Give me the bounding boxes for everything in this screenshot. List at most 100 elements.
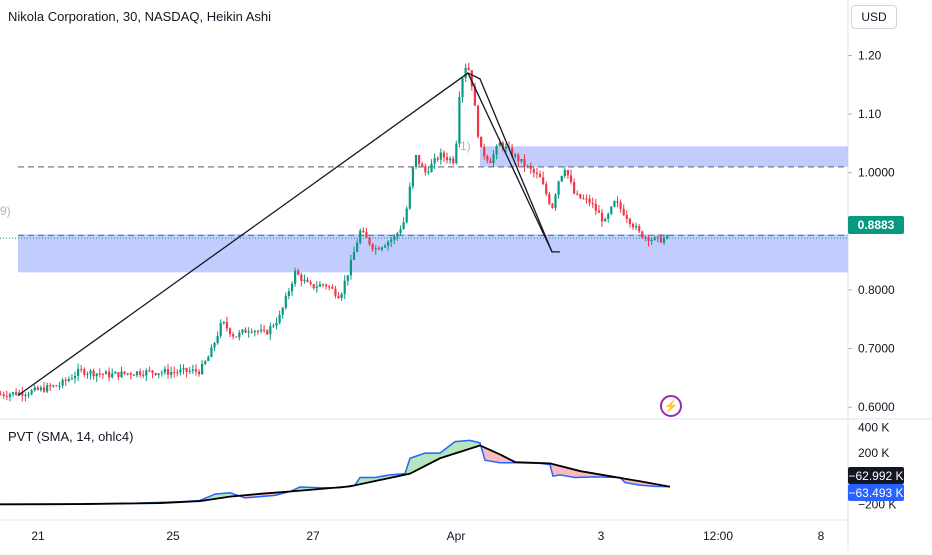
candle-body bbox=[616, 201, 618, 202]
candle-body bbox=[74, 376, 76, 378]
candle-body bbox=[381, 247, 383, 249]
pvt-fill bbox=[558, 465, 560, 475]
candle-body bbox=[257, 331, 259, 332]
candle-body bbox=[155, 373, 157, 375]
candle-body bbox=[148, 370, 150, 371]
candle-body bbox=[396, 233, 398, 236]
candle-body bbox=[43, 387, 45, 391]
candle-body bbox=[186, 368, 188, 372]
candle-body bbox=[480, 137, 482, 147]
candle-body bbox=[492, 154, 494, 163]
candle-body bbox=[210, 347, 212, 357]
pvt-fill bbox=[424, 453, 426, 466]
candle-body bbox=[641, 231, 643, 237]
candle-body bbox=[220, 323, 222, 336]
candle-body bbox=[241, 330, 243, 333]
candle-body bbox=[545, 184, 547, 194]
candle-body bbox=[638, 226, 640, 231]
candle-body bbox=[176, 372, 178, 373]
price-tick-label: 1.20 bbox=[858, 48, 882, 62]
candle-body bbox=[585, 198, 587, 199]
candle-body bbox=[589, 199, 591, 203]
pvt-fill bbox=[422, 453, 424, 467]
candle-body bbox=[353, 252, 355, 260]
candle-body bbox=[458, 97, 460, 144]
indicator-label[interactable]: PVT (SMA, 14, ohlc4) bbox=[8, 429, 133, 444]
pvt-fill bbox=[414, 456, 416, 471]
time-tick-label: 12:00 bbox=[703, 529, 733, 543]
candle-body bbox=[89, 371, 91, 374]
candle-body bbox=[111, 374, 113, 378]
pvt-fill bbox=[412, 457, 414, 473]
candle-body bbox=[62, 380, 64, 386]
candle-body bbox=[130, 373, 132, 375]
candle-body bbox=[626, 215, 628, 219]
candle-body bbox=[496, 146, 498, 154]
candle-body bbox=[505, 147, 507, 149]
candle-body bbox=[34, 387, 36, 390]
candle-body bbox=[365, 232, 367, 238]
candle-body bbox=[213, 343, 215, 347]
candle-body bbox=[344, 281, 346, 294]
candle-body bbox=[105, 372, 107, 375]
candle-body bbox=[93, 371, 95, 377]
lightning-bolt-icon[interactable]: ⚡ bbox=[660, 395, 682, 417]
candle-body bbox=[536, 173, 538, 174]
candle-body bbox=[272, 326, 274, 327]
candle-body bbox=[660, 236, 662, 242]
candle-body bbox=[192, 369, 194, 370]
candle-body bbox=[313, 284, 315, 288]
candle-body bbox=[465, 68, 467, 78]
candle-body bbox=[657, 236, 659, 237]
time-tick-label: 27 bbox=[306, 529, 320, 543]
candle-body bbox=[86, 374, 88, 375]
candle-body bbox=[297, 271, 299, 275]
candle-body bbox=[440, 153, 442, 160]
candle-body bbox=[80, 369, 82, 370]
candle-body bbox=[173, 372, 175, 373]
candle-body bbox=[167, 369, 169, 375]
candle-body bbox=[362, 231, 364, 232]
candle-body bbox=[368, 238, 370, 245]
candle-body bbox=[294, 271, 296, 284]
candle-body bbox=[483, 147, 485, 156]
candle-body bbox=[71, 378, 73, 379]
candle-body bbox=[300, 275, 302, 281]
candle-body bbox=[582, 198, 584, 199]
candle-body bbox=[461, 78, 463, 97]
candle-body bbox=[477, 106, 479, 137]
candle-body bbox=[170, 372, 172, 375]
candle-body bbox=[530, 166, 532, 169]
pvt-fill bbox=[486, 448, 488, 461]
candle-body bbox=[573, 182, 575, 193]
candle-body bbox=[334, 289, 336, 296]
pvt-fill bbox=[556, 465, 558, 476]
last-price-tag: 0.8883 bbox=[848, 216, 904, 234]
currency-button[interactable]: USD bbox=[851, 5, 897, 29]
candle-body bbox=[412, 167, 414, 187]
pvt-fill bbox=[454, 442, 456, 454]
candle-body bbox=[99, 374, 101, 375]
candle-body bbox=[0, 394, 2, 395]
candle-body bbox=[455, 144, 457, 163]
candle-body bbox=[164, 369, 166, 372]
candle-body bbox=[446, 157, 448, 160]
candle-body bbox=[595, 204, 597, 211]
candle-body bbox=[449, 158, 451, 160]
candle-body bbox=[319, 284, 321, 286]
candle-body bbox=[558, 181, 560, 194]
time-tick-label: 8 bbox=[818, 529, 825, 543]
candle-body bbox=[322, 284, 324, 285]
indicator-tick-label: 400 K bbox=[858, 421, 889, 435]
candle-body bbox=[139, 371, 141, 374]
candle-body bbox=[279, 315, 281, 323]
candle-body bbox=[570, 175, 572, 182]
candle-body bbox=[489, 161, 491, 164]
candle-body bbox=[46, 385, 48, 391]
candle-body bbox=[124, 372, 126, 374]
candle-body bbox=[282, 308, 284, 315]
candle-body bbox=[40, 387, 42, 389]
faint-indicator-label-mid: 1) bbox=[460, 139, 471, 153]
candle-body bbox=[204, 361, 206, 364]
